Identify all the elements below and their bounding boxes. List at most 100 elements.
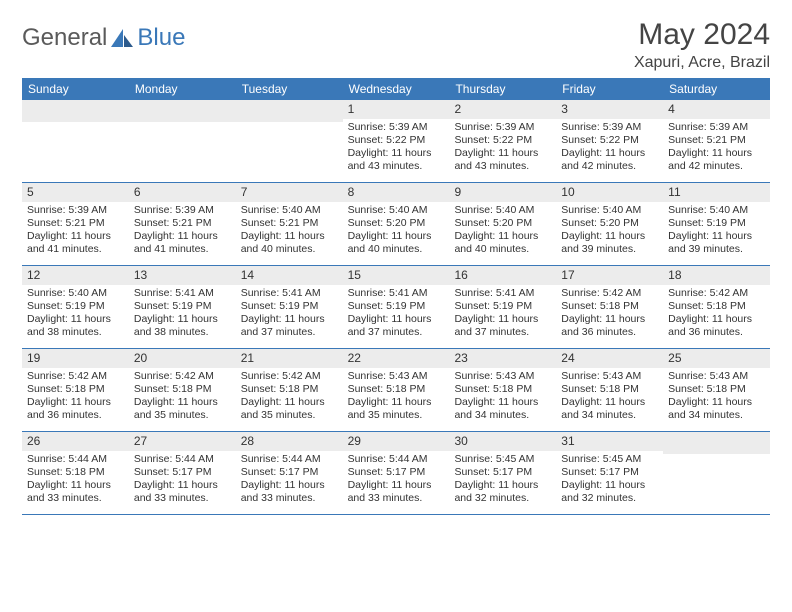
daylight-text: Daylight: 11 hours and 35 minutes. [241,396,338,422]
calendar-cell: 3Sunrise: 5:39 AMSunset: 5:22 PMDaylight… [556,100,663,182]
calendar-cell: 21Sunrise: 5:42 AMSunset: 5:18 PMDayligh… [236,349,343,431]
daylight-text: Daylight: 11 hours and 33 minutes. [27,479,124,505]
calendar-cell: 24Sunrise: 5:43 AMSunset: 5:18 PMDayligh… [556,349,663,431]
sunrise-text: Sunrise: 5:43 AM [348,370,445,383]
dayname-thu: Thursday [449,78,556,100]
calendar-cell: 29Sunrise: 5:44 AMSunset: 5:17 PMDayligh… [343,432,450,514]
sunrise-text: Sunrise: 5:44 AM [348,453,445,466]
sunrise-text: Sunrise: 5:42 AM [27,370,124,383]
sunrise-text: Sunrise: 5:39 AM [348,121,445,134]
sunset-text: Sunset: 5:21 PM [134,217,231,230]
daylight-text: Daylight: 11 hours and 33 minutes. [348,479,445,505]
daylight-text: Daylight: 11 hours and 35 minutes. [134,396,231,422]
sunrise-text: Sunrise: 5:45 AM [454,453,551,466]
empty-day-strip [236,100,343,122]
empty-day-strip [129,100,236,122]
dayname-wed: Wednesday [343,78,450,100]
sunset-text: Sunset: 5:18 PM [668,300,765,313]
sunrise-text: Sunrise: 5:40 AM [668,204,765,217]
sunset-text: Sunset: 5:18 PM [27,383,124,396]
daylight-text: Daylight: 11 hours and 39 minutes. [561,230,658,256]
calendar-cell [129,100,236,182]
day-number: 31 [561,434,658,448]
daylight-text: Daylight: 11 hours and 36 minutes. [561,313,658,339]
sunrise-text: Sunrise: 5:42 AM [668,287,765,300]
daylight-text: Daylight: 11 hours and 37 minutes. [348,313,445,339]
day-number: 25 [668,351,765,365]
empty-day-strip [663,432,770,454]
daylight-text: Daylight: 11 hours and 32 minutes. [454,479,551,505]
day-number: 8 [348,185,445,199]
daylight-text: Daylight: 11 hours and 32 minutes. [561,479,658,505]
calendar-cell: 7Sunrise: 5:40 AMSunset: 5:21 PMDaylight… [236,183,343,265]
sunset-text: Sunset: 5:20 PM [561,217,658,230]
day-number: 24 [561,351,658,365]
sunset-text: Sunset: 5:18 PM [668,383,765,396]
sunrise-text: Sunrise: 5:41 AM [454,287,551,300]
day-number: 6 [134,185,231,199]
calendar-body: 1Sunrise: 5:39 AMSunset: 5:22 PMDaylight… [22,100,770,515]
calendar-cell [22,100,129,182]
calendar-week-row: 5Sunrise: 5:39 AMSunset: 5:21 PMDaylight… [22,183,770,266]
sunset-text: Sunset: 5:17 PM [454,466,551,479]
sunset-text: Sunset: 5:20 PM [348,217,445,230]
calendar-cell: 5Sunrise: 5:39 AMSunset: 5:21 PMDaylight… [22,183,129,265]
location-text: Xapuri, Acre, Brazil [634,54,770,72]
calendar-cell: 11Sunrise: 5:40 AMSunset: 5:19 PMDayligh… [663,183,770,265]
day-number: 28 [241,434,338,448]
day-number: 30 [454,434,551,448]
calendar-cell: 23 Sunrise: 5:43 AMSunset: 5:18 PMDayligh… [449,349,556,431]
sunset-text: Sunset: 5:17 PM [561,466,658,479]
calendar-cell: 26Sunrise: 5:44 AMSunset: 5:18 PMDayligh… [22,432,129,514]
calendar-cell: 15Sunrise: 5:41 AMSunset: 5:19 PMDayligh… [343,266,450,348]
day-number: 22 [348,351,445,365]
daylight-text: Daylight: 11 hours and 40 minutes. [454,230,551,256]
daylight-text: Daylight: 11 hours and 36 minutes. [27,396,124,422]
calendar-cell: 22Sunrise: 5:43 AMSunset: 5:18 PMDayligh… [343,349,450,431]
daylight-text: Daylight: 11 hours and 40 minutes. [348,230,445,256]
calendar-week-row: 1Sunrise: 5:39 AMSunset: 5:22 PMDaylight… [22,100,770,183]
calendar-cell: 28Sunrise: 5:44 AMSunset: 5:17 PMDayligh… [236,432,343,514]
day-number: 14 [241,268,338,282]
brand-sail-icon [109,27,135,49]
sunset-text: Sunset: 5:21 PM [241,217,338,230]
sunrise-text: Sunrise: 5:43 AM [454,370,551,383]
brand-text-1: General [22,24,107,52]
daylight-text: Daylight: 11 hours and 40 minutes. [241,230,338,256]
calendar-cell: 17Sunrise: 5:42 AMSunset: 5:18 PMDayligh… [556,266,663,348]
sunset-text: Sunset: 5:19 PM [668,217,765,230]
daylight-text: Daylight: 11 hours and 35 minutes. [348,396,445,422]
calendar-cell: 25Sunrise: 5:43 AMSunset: 5:18 PMDayligh… [663,349,770,431]
day-number: 29 [348,434,445,448]
calendar-cell: 8Sunrise: 5:40 AMSunset: 5:20 PMDaylight… [343,183,450,265]
brand-logo: General Blue [22,24,185,52]
calendar-cell: 9Sunrise: 5:40 AMSunset: 5:20 PMDaylight… [449,183,556,265]
calendar-header-row: Sunday Monday Tuesday Wednesday Thursday… [22,78,770,100]
sunset-text: Sunset: 5:19 PM [134,300,231,313]
sunset-text: Sunset: 5:18 PM [454,383,551,396]
calendar-cell: 27Sunrise: 5:44 AMSunset: 5:17 PMDayligh… [129,432,236,514]
day-number: 9 [454,185,551,199]
calendar-cell: 12Sunrise: 5:40 AMSunset: 5:19 PMDayligh… [22,266,129,348]
sunrise-text: Sunrise: 5:42 AM [561,287,658,300]
sunrise-text: Sunrise: 5:40 AM [561,204,658,217]
day-number: 1 [348,102,445,116]
sunrise-text: Sunrise: 5:41 AM [348,287,445,300]
sunrise-text: Sunrise: 5:43 AM [668,370,765,383]
daylight-text: Daylight: 11 hours and 41 minutes. [134,230,231,256]
sunrise-text: Sunrise: 5:39 AM [134,204,231,217]
day-number: 23 [454,351,551,365]
brand-text-2: Blue [137,24,185,52]
calendar-page: General Blue May 2024 Xapuri, Acre, Braz… [0,0,792,533]
sunset-text: Sunset: 5:19 PM [348,300,445,313]
empty-day-strip [22,100,129,122]
calendar-cell: 30 Sunrise: 5:45 AMSunset: 5:17 PMDayligh… [449,432,556,514]
day-number: 5 [27,185,124,199]
sunset-text: Sunset: 5:18 PM [27,466,124,479]
day-number: 7 [241,185,338,199]
calendar-cell: 16Sunrise: 5:41 AMSunset: 5:19 PMDayligh… [449,266,556,348]
daylight-text: Daylight: 11 hours and 34 minutes. [454,396,551,422]
sunset-text: Sunset: 5:21 PM [27,217,124,230]
calendar-cell [236,100,343,182]
sunrise-text: Sunrise: 5:41 AM [134,287,231,300]
